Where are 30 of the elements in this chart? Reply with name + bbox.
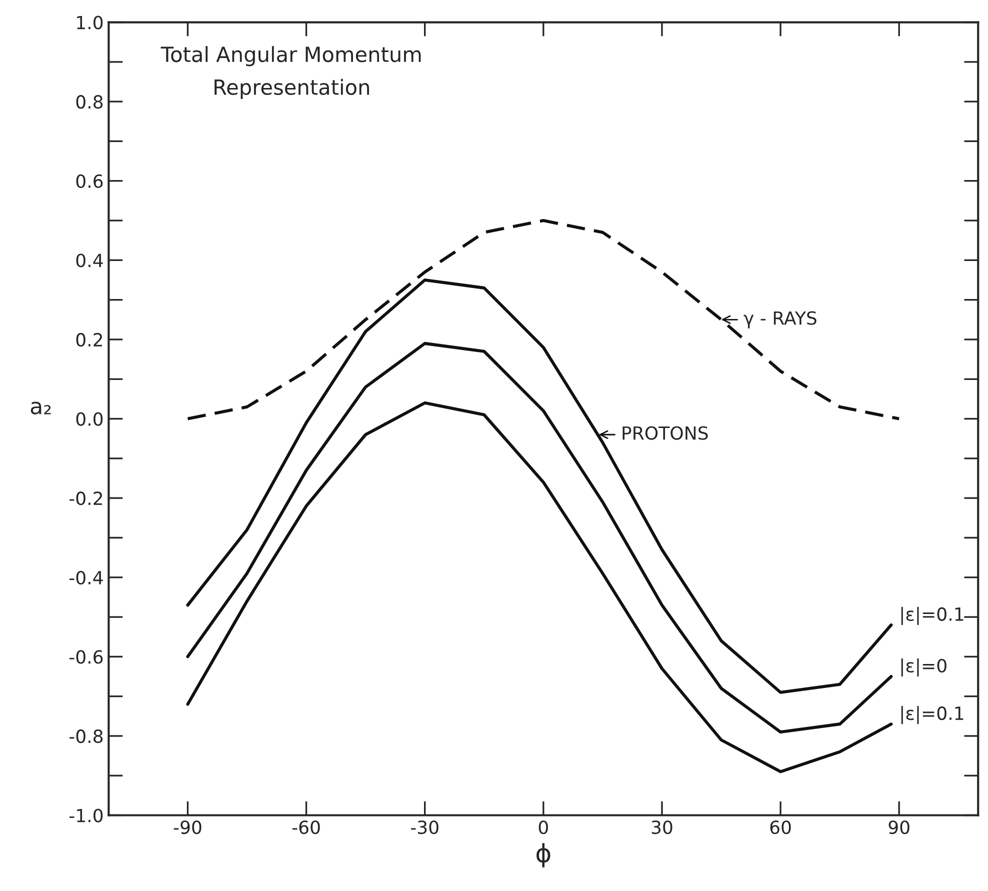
x-tick-label: -90 (174, 820, 202, 834)
series-label: |ε|=0.1 (901, 706, 964, 724)
y-tick-label: -0.6 (69, 650, 103, 664)
y-tick-label: 0.2 (76, 332, 102, 347)
y-tick-label: 0.8 (76, 95, 103, 109)
line-series (186, 342, 893, 734)
x-tick-label: -30 (410, 820, 438, 834)
line-series (186, 278, 893, 694)
x-tick-label: 60 (770, 820, 791, 834)
y-tick-label: -0.2 (69, 492, 102, 506)
y-tick-label: 0.0 (76, 412, 103, 426)
y-tick-label: 0.4 (76, 254, 103, 268)
line-series (186, 218, 901, 420)
text: Total Angular Momentum Representation (160, 46, 421, 100)
y-axis-title: a₂ (30, 402, 51, 414)
x-tick-label: -60 (292, 820, 320, 834)
x-axis-title: ϕ (536, 843, 550, 868)
y-tick-label: -0.4 (69, 570, 103, 584)
series-label: |ε|=0 (901, 658, 946, 676)
x-tick-label: 30 (652, 820, 672, 834)
y-tick-label: 0.6 (76, 174, 103, 188)
y-tick-label: -1.0 (69, 808, 103, 822)
annotation: γ - RAYS (744, 311, 816, 328)
annotation: PROTONS (622, 426, 708, 440)
y-tick-label: -0.8 (69, 729, 103, 744)
line-series (186, 401, 893, 774)
x-tick-label: 0 (538, 820, 548, 834)
x-tick-label: 90 (888, 820, 910, 834)
y-tick-label: 1.0 (77, 16, 103, 30)
series-label: |ε|=0.1 (901, 606, 964, 625)
